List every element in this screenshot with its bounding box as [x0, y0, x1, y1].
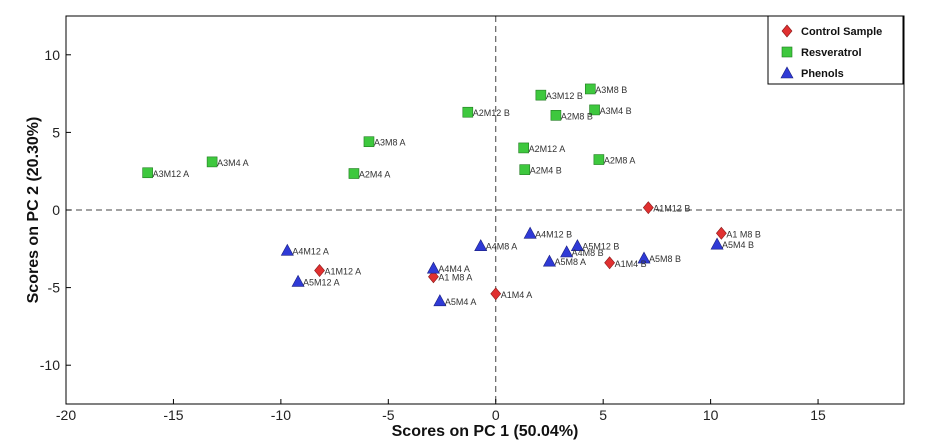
x-axis-title: Scores on PC 1 (50.04%) — [392, 423, 579, 440]
data-point-triangle — [570, 239, 584, 251]
point-label: A3M8 A — [374, 138, 406, 148]
y-tick-label: 10 — [44, 47, 60, 63]
data-point-square — [363, 136, 375, 148]
point-label: A5M12 B — [582, 242, 619, 252]
point-label: A4M12 B — [535, 229, 572, 239]
data-point-square — [206, 156, 218, 168]
data-point-square — [589, 104, 600, 116]
data-point-square — [550, 110, 562, 121]
point-label: A5M4 A — [445, 297, 477, 307]
x-tick-label: -15 — [163, 407, 183, 423]
point-label: A1M12 B — [653, 204, 690, 214]
point-label: A5M8 A — [554, 257, 586, 267]
data-point-diamond — [715, 226, 727, 240]
x-tick-label: -10 — [271, 407, 291, 423]
legend-marker-square — [781, 46, 793, 58]
data-point-square — [593, 154, 605, 165]
legend-label: Phenols — [801, 68, 844, 80]
data-point-triangle — [426, 261, 440, 274]
point-label: A4M4 A — [438, 264, 470, 274]
legend-label: Control Sample — [801, 26, 882, 38]
point-label: A4M8 A — [486, 242, 518, 252]
legend: Control Sample Resveratrol Phenols — [767, 15, 904, 85]
data-point-square — [584, 83, 596, 95]
data-point-square — [518, 142, 529, 154]
point-label: A1M4 B — [615, 259, 647, 269]
y-tick-label: -5 — [48, 280, 61, 296]
point-label: A2M4 B — [530, 166, 562, 176]
y-tick-label: 5 — [52, 124, 60, 140]
legend-marker-triangle — [780, 66, 794, 79]
point-label: A3M8 B — [595, 85, 627, 95]
point-label: A5M8 B — [649, 254, 681, 264]
point-label: A2M8 B — [561, 111, 593, 121]
x-tick-label: 5 — [599, 407, 607, 423]
point-label: A5M12 A — [303, 277, 340, 287]
point-label: A4M8 B — [572, 248, 604, 258]
point-label: A1M12 A — [325, 267, 362, 277]
y-tick-label: 0 — [52, 202, 60, 218]
data-point-diamond — [604, 256, 616, 270]
point-label: A2M12 A — [529, 144, 566, 154]
x-tick-label: 15 — [810, 407, 826, 423]
data-point-triangle — [560, 245, 574, 258]
x-tick-label: 10 — [703, 407, 719, 423]
data-point-triangle — [474, 239, 488, 251]
point-label: A3M4 B — [600, 106, 632, 116]
point-label: A1 M8 A — [438, 273, 472, 283]
data-point-square — [519, 164, 531, 175]
point-label: A2M4 A — [359, 170, 391, 180]
data-point-triangle — [280, 243, 294, 256]
data-point-triangle — [637, 251, 651, 264]
legend-label: Resveratrol — [801, 47, 862, 59]
data-point-square — [462, 106, 474, 118]
point-label: A2M8 A — [604, 156, 636, 166]
point-label: A3M12 B — [546, 91, 583, 101]
data-point-square — [535, 89, 547, 101]
y-axis-title: Scores on PC 2 (20.30%) — [25, 117, 42, 304]
data-point-diamond — [490, 287, 502, 301]
y-tick-label: -10 — [40, 357, 60, 373]
point-label: A2M12 B — [473, 108, 510, 118]
point-label: A3M4 A — [217, 158, 249, 168]
x-tick-label: -20 — [56, 407, 76, 423]
data-point-diamond — [642, 201, 654, 215]
x-tick-label: 0 — [492, 407, 500, 423]
point-label: A1M4 A — [501, 290, 533, 300]
point-label: A5M4 B — [722, 240, 754, 250]
data-point-square — [142, 167, 153, 179]
data-point-triangle — [710, 237, 724, 250]
point-label: A4M12 A — [292, 246, 329, 256]
data-point-diamond — [314, 264, 325, 277]
data-point-triangle — [523, 226, 537, 239]
x-tick-label: -5 — [382, 407, 395, 423]
data-point-square — [348, 168, 360, 179]
data-point-triangle — [291, 274, 305, 287]
point-label: A3M12 A — [153, 169, 190, 179]
legend-marker-diamond — [781, 24, 793, 38]
point-label: A1 M8 B — [726, 229, 761, 239]
data-point-diamond — [428, 270, 439, 284]
data-point-triangle — [542, 254, 556, 267]
data-point-triangle — [433, 294, 447, 307]
